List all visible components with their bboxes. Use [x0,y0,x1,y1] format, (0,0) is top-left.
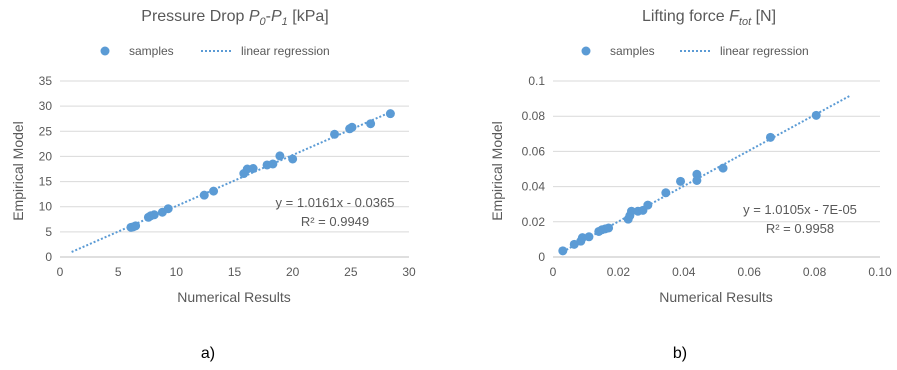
data-point [765,132,775,142]
data-point [661,188,671,198]
chart-b-r2: R² = 0.9958 [766,221,834,236]
y-tick-label: 0.04 [522,180,546,194]
y-tick-label: 0.08 [522,109,546,123]
chart-a-r2: R² = 0.9949 [301,214,369,229]
chart-a-gridlines [60,80,409,258]
data-point [366,119,376,129]
y-tick-label: 25 [39,124,53,138]
data-point [604,223,614,233]
data-point [149,210,159,220]
data-point [288,154,298,164]
chart-b-gridlines [553,80,880,258]
x-tick-label: 30 [402,265,416,279]
chart-b: Lifting force Ftot [N] samples linear re… [489,8,892,362]
chart-b-y-tick-labels: 0 0.02 0.04 0.06 0.08 0.1 [522,74,546,264]
chart-a-title: Pressure Drop P0-P1 [kPa] [141,8,328,28]
chart-b-legend-samples-marker [581,46,591,56]
data-point [268,159,278,169]
chart-b-x-tick-labels: 0 0.02 0.04 0.06 0.08 0.10 [550,265,892,279]
chart-a-y-tick-labels: 0 5 10 15 20 25 30 35 [39,74,53,264]
data-point [692,169,702,179]
data-point [163,204,173,214]
x-tick-label: 0.06 [738,265,762,279]
chart-a-points [126,109,395,232]
data-point [577,233,587,243]
x-tick-label: 0 [550,265,557,279]
data-point [558,246,568,256]
data-point [275,151,285,161]
chart-b-legend-trend-label: linear regression [720,44,809,58]
data-point [643,200,653,210]
y-tick-label: 15 [39,175,53,189]
x-tick-label: 0.10 [868,265,892,279]
y-tick-label: 20 [39,149,53,163]
data-point [199,190,209,200]
y-tick-label: 0 [538,250,545,264]
y-tick-label: 35 [39,74,53,88]
x-tick-label: 10 [170,265,184,279]
chart-b-y-axis-label: Empirical Model [489,121,505,221]
y-tick-label: 0.06 [522,144,546,158]
chart-a-x-tick-labels: 0 5 10 15 20 25 30 [57,265,416,279]
x-tick-label: 25 [344,265,358,279]
chart-b-caption: b) [673,345,687,362]
data-point [209,186,219,196]
y-tick-label: 0.02 [522,215,546,229]
data-point [584,232,594,242]
data-point [347,122,357,132]
chart-a-legend-trend-label: linear regression [241,44,330,58]
chart-b-x-axis-label: Numerical Results [659,289,773,305]
x-tick-label: 0.04 [672,265,696,279]
data-point [131,221,141,231]
chart-b-trendline [562,94,852,253]
y-tick-label: 5 [45,225,52,239]
data-point [811,110,821,120]
chart-a-equation: y = 1.0161x - 0.0365 [276,195,395,210]
chart-a: Pressure Drop P0-P1 [kPa] samples linear… [10,8,416,362]
y-tick-label: 0.1 [528,74,545,88]
data-point [676,176,686,186]
data-point [385,109,395,119]
x-tick-label: 20 [286,265,300,279]
chart-a-x-axis-label: Numerical Results [177,289,291,305]
chart-a-trendline [71,109,395,253]
chart-b-points [558,110,821,256]
x-tick-label: 0 [57,265,64,279]
chart-a-caption: a) [201,345,215,362]
data-point [626,206,636,216]
y-tick-label: 30 [39,99,53,113]
data-point [692,175,702,185]
chart-b-equation: y = 1.0105x - 7E-05 [743,202,857,217]
y-tick-label: 10 [39,200,53,214]
data-point [248,163,258,173]
chart-b-title: Lifting force Ftot [N] [642,8,776,28]
x-tick-label: 0.02 [607,265,631,279]
x-tick-label: 5 [115,265,122,279]
chart-a-legend-samples-label: samples [129,44,174,58]
x-tick-label: 15 [228,265,242,279]
x-tick-label: 0.08 [803,265,827,279]
chart-a-y-axis-label: Empirical Model [10,121,26,221]
y-tick-label: 0 [45,250,52,264]
data-point [718,163,728,173]
chart-a-legend-samples-marker [100,46,110,56]
data-point [330,129,340,139]
chart-b-legend-samples-label: samples [610,44,655,58]
